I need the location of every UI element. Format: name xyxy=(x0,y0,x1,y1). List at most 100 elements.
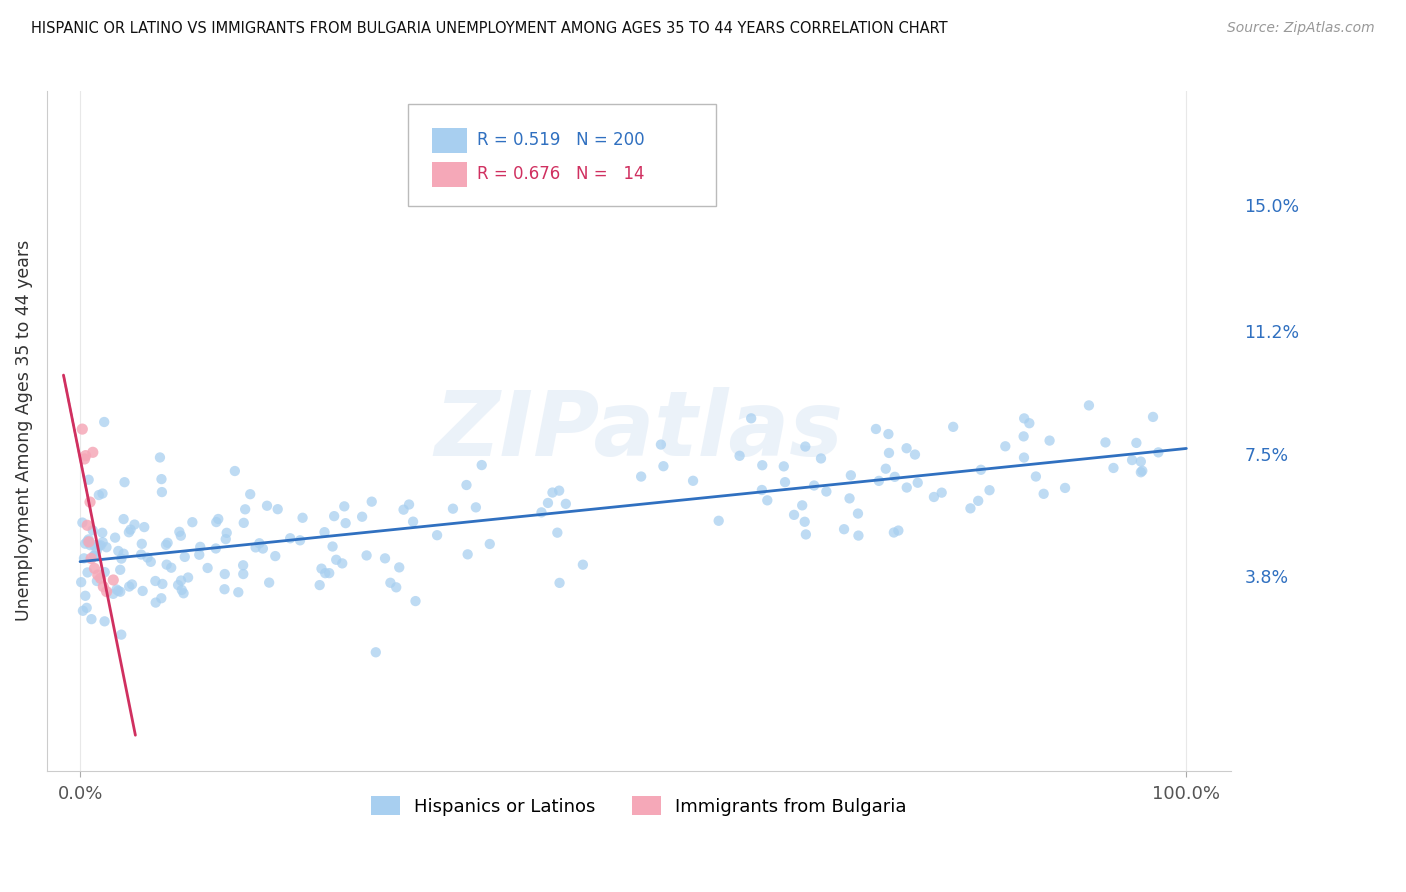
Point xyxy=(546,525,568,540)
Point xyxy=(112,512,135,526)
Point xyxy=(865,422,887,436)
Text: 3.8%: 3.8% xyxy=(1244,569,1289,587)
Y-axis label: Unemployment Among Ages 35 to 44 years: Unemployment Among Ages 35 to 44 years xyxy=(15,240,32,622)
Point xyxy=(426,528,449,542)
Point xyxy=(335,516,357,530)
FancyBboxPatch shape xyxy=(432,128,467,153)
Point xyxy=(197,561,219,575)
Text: R = 0.519   N = 200: R = 0.519 N = 200 xyxy=(477,131,644,150)
Point xyxy=(91,580,114,594)
Point xyxy=(96,584,118,599)
Point xyxy=(1025,469,1047,483)
Point xyxy=(145,574,167,588)
Point xyxy=(77,473,100,487)
Point xyxy=(931,485,953,500)
Point xyxy=(156,536,179,550)
Point xyxy=(793,515,815,529)
Point xyxy=(803,478,825,492)
Point xyxy=(155,538,177,552)
Point xyxy=(388,560,411,574)
Point xyxy=(232,558,254,573)
Point xyxy=(226,585,249,599)
Text: R = 0.676   N =   14: R = 0.676 N = 14 xyxy=(477,165,644,184)
Point xyxy=(1018,416,1040,430)
Point xyxy=(170,582,193,597)
Point xyxy=(247,536,270,550)
Point xyxy=(181,515,204,529)
Point xyxy=(832,522,855,536)
Point xyxy=(360,494,382,508)
Point xyxy=(364,645,387,659)
Point xyxy=(1147,445,1170,459)
Point xyxy=(257,575,280,590)
Point xyxy=(979,483,1001,498)
Point xyxy=(79,495,101,509)
Point xyxy=(72,604,94,618)
Point xyxy=(537,496,560,510)
Point xyxy=(896,481,918,495)
Point xyxy=(77,534,100,549)
Point xyxy=(325,553,347,567)
Point xyxy=(967,493,990,508)
Point xyxy=(751,458,773,473)
Point xyxy=(214,582,236,597)
Point xyxy=(114,475,136,490)
Point xyxy=(887,524,910,538)
Point xyxy=(311,562,333,576)
Point xyxy=(333,500,356,514)
Point xyxy=(83,549,105,563)
Point xyxy=(86,574,108,588)
FancyBboxPatch shape xyxy=(408,104,716,206)
Point xyxy=(922,490,945,504)
Text: Source: ZipAtlas.com: Source: ZipAtlas.com xyxy=(1227,21,1375,36)
Point xyxy=(149,450,172,465)
Point xyxy=(91,486,114,500)
Point xyxy=(530,505,553,519)
Point xyxy=(76,518,98,533)
Point xyxy=(103,573,125,587)
Point xyxy=(794,440,817,454)
Point xyxy=(1077,398,1099,412)
Point xyxy=(756,493,779,508)
Point xyxy=(75,589,97,603)
Point xyxy=(652,459,675,474)
Point xyxy=(224,464,246,478)
Point xyxy=(104,531,127,545)
Point xyxy=(156,558,179,572)
Text: ZIPatlas: ZIPatlas xyxy=(434,387,844,475)
Point xyxy=(124,517,146,532)
Point xyxy=(728,449,751,463)
Point xyxy=(868,474,890,488)
Point xyxy=(456,478,478,492)
Point xyxy=(548,575,571,590)
Point xyxy=(554,497,576,511)
Text: 7.5%: 7.5% xyxy=(1244,447,1289,465)
FancyBboxPatch shape xyxy=(432,161,467,187)
Point xyxy=(145,596,167,610)
Point xyxy=(112,547,135,561)
Point xyxy=(810,451,832,466)
Point xyxy=(1142,409,1164,424)
Point xyxy=(815,484,838,499)
Point xyxy=(76,600,98,615)
Point xyxy=(783,508,806,522)
Point xyxy=(170,574,193,588)
Point xyxy=(150,577,173,591)
Point xyxy=(1129,465,1152,479)
Point xyxy=(682,474,704,488)
Point xyxy=(129,548,152,562)
Point xyxy=(83,538,105,552)
Point xyxy=(256,499,278,513)
Point xyxy=(907,475,929,490)
Point xyxy=(772,459,794,474)
Point xyxy=(205,515,228,529)
Point xyxy=(87,488,110,502)
Point xyxy=(93,565,115,579)
Point xyxy=(93,415,115,429)
Point xyxy=(883,470,905,484)
Point xyxy=(352,509,374,524)
Point xyxy=(385,580,408,594)
Point xyxy=(232,516,254,530)
Point xyxy=(96,541,118,555)
Point xyxy=(1130,464,1153,478)
